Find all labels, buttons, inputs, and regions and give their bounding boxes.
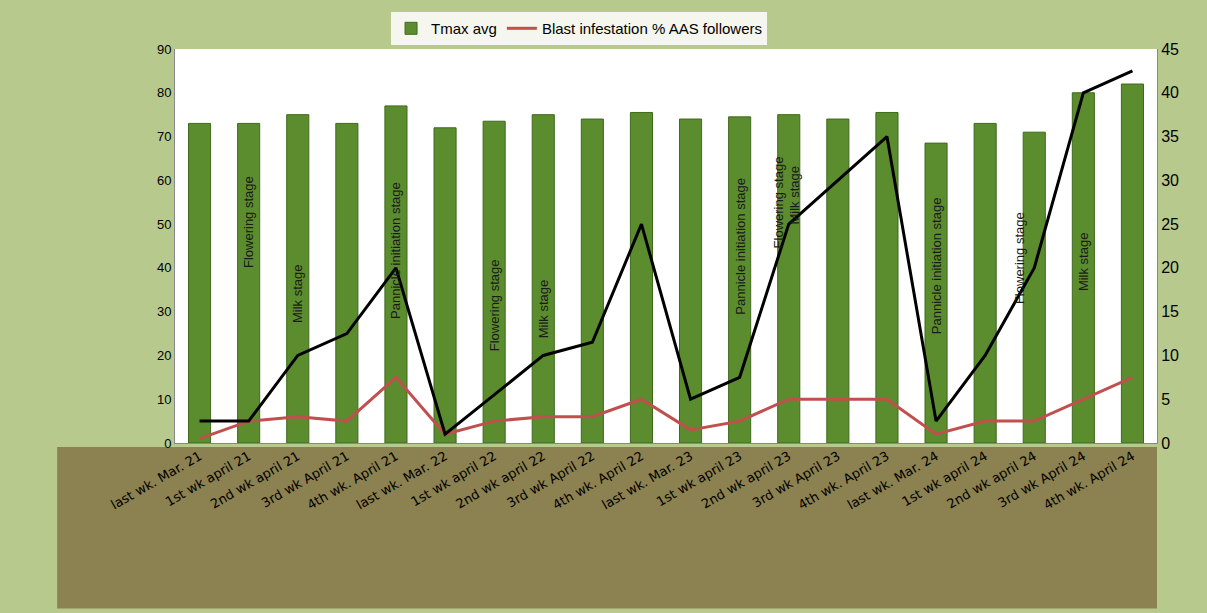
svg-text:1st wk april 22: 1st wk april 22 (408, 448, 499, 509)
svg-text:90: 90 (157, 42, 171, 57)
svg-text:last wk. Mar. 23: last wk. Mar. 23 (599, 448, 695, 512)
svg-text:Pannicle initiation stage: Pannicle initiation stage (388, 182, 403, 319)
svg-text:last wk. Mar. 22: last wk. Mar. 22 (354, 448, 450, 512)
svg-text:Flowering stage: Flowering stage (771, 157, 786, 249)
svg-text:50: 50 (157, 217, 171, 232)
svg-text:35: 35 (1161, 128, 1179, 145)
svg-text:5: 5 (1161, 391, 1170, 408)
svg-text:Milk stage: Milk stage (1076, 233, 1091, 292)
svg-text:last wk. Mar. 21: last wk. Mar. 21 (108, 448, 204, 512)
svg-text:Flowering stage: Flowering stage (487, 259, 502, 351)
svg-text:Milk stage: Milk stage (536, 280, 551, 339)
svg-text:2nd wk april 23: 2nd wk april 23 (699, 448, 794, 511)
svg-text:20: 20 (1161, 259, 1179, 276)
svg-text:4th wk. April 23: 4th wk. April 23 (795, 448, 891, 512)
svg-text:Flowering stage: Flowering stage (241, 176, 256, 268)
svg-text:2nd wk april 24: 2nd wk april 24 (944, 448, 1039, 511)
svg-text:Blast infestation % AAS follow: Blast infestation % AAS followers (542, 20, 762, 37)
svg-text:4th wk. April 22: 4th wk. April 22 (550, 448, 646, 512)
svg-text:Flowering stage: Flowering stage (1012, 212, 1027, 304)
svg-text:Pannicle initiation stage: Pannicle initiation stage (733, 178, 748, 315)
svg-text:70: 70 (157, 129, 171, 144)
svg-text:40: 40 (157, 260, 171, 275)
svg-text:3rd wk April 22: 3rd wk April 22 (504, 448, 597, 510)
svg-text:60: 60 (157, 173, 171, 188)
svg-text:Tmax avg: Tmax avg (431, 20, 497, 37)
svg-text:20: 20 (157, 348, 171, 363)
svg-text:2nd wk april 22: 2nd wk april 22 (453, 448, 548, 511)
svg-text:2nd wk april 21: 2nd wk april 21 (208, 448, 303, 511)
svg-text:Pannicle initiation stage: Pannicle initiation stage (929, 198, 944, 335)
svg-text:3rd wk April 21: 3rd wk April 21 (259, 448, 352, 510)
svg-text:10: 10 (157, 392, 171, 407)
svg-text:1st wk april 23: 1st wk april 23 (654, 448, 745, 509)
svg-text:80: 80 (157, 85, 171, 100)
svg-text:1st wk april 21: 1st wk april 21 (163, 448, 254, 509)
svg-text:4th wk. April 24: 4th wk. April 24 (1041, 448, 1137, 512)
svg-text:3rd wk April 24: 3rd wk April 24 (995, 448, 1088, 510)
svg-text:3rd wk April 23: 3rd wk April 23 (750, 448, 843, 510)
svg-text:Milk stage: Milk stage (290, 265, 305, 324)
svg-text:45: 45 (1161, 41, 1179, 58)
svg-text:last wk. Mar. 24: last wk. Mar. 24 (845, 448, 941, 512)
svg-text:30: 30 (157, 304, 171, 319)
svg-text:30: 30 (1161, 172, 1179, 189)
svg-text:1st wk april 24: 1st wk april 24 (899, 448, 990, 509)
svg-text:0: 0 (1161, 435, 1170, 452)
svg-text:10: 10 (1161, 347, 1179, 364)
svg-text:25: 25 (1161, 216, 1179, 233)
svg-text:0: 0 (164, 436, 171, 451)
svg-text:4th wk. April 21: 4th wk. April 21 (304, 448, 400, 512)
svg-text:15: 15 (1161, 303, 1179, 320)
svg-text:Milk stage: Milk stage (787, 166, 802, 225)
svg-text:40: 40 (1161, 84, 1179, 101)
